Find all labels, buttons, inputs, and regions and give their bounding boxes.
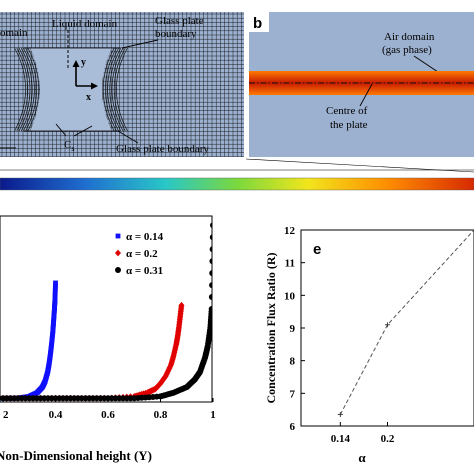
air-domain-pointer xyxy=(413,55,439,73)
cs-label: Cs xyxy=(64,139,74,153)
x-tick-label: 2 xyxy=(3,409,9,421)
glass-plate-boundary-top-pointer xyxy=(121,39,159,49)
x-tick-label: 0.6 xyxy=(101,409,115,421)
data-point xyxy=(208,294,212,301)
data-point xyxy=(337,412,343,418)
domain-label: omain xyxy=(0,27,28,39)
chart-e-xlabel: α xyxy=(358,450,366,465)
data-point xyxy=(115,233,121,239)
colorbar-strip xyxy=(0,177,474,191)
chart-d-x-ticks: 2 0.4 0.6 0.8 1 xyxy=(2,398,216,421)
x-tick-label: 0.2 xyxy=(381,433,395,445)
data-point xyxy=(178,301,185,309)
chart-e-ylabel: Concentration Flux Ratio (R) xyxy=(264,253,278,404)
panel-b-letter: b xyxy=(253,15,262,32)
x-tick-label: 0.14 xyxy=(331,433,351,445)
panel-a: omain Liquid domain Glass plate boundary … xyxy=(0,12,244,157)
glass-plate-boundary-top-label: Glass plate boundary xyxy=(155,15,204,40)
panel-b-letter-box xyxy=(249,12,269,32)
chart-e-plot-area xyxy=(337,230,474,418)
x-arrow-head xyxy=(91,82,98,90)
x-tick-label: 0.4 xyxy=(49,409,63,421)
glass-plate-boundary-bottom-label: Glass plate boundary xyxy=(116,143,209,155)
liquid-domain-region xyxy=(30,48,112,131)
y-tick-label: 6 xyxy=(290,421,296,433)
chart-e-frame xyxy=(300,229,474,427)
panel-e: e 6 7 8 9 10 11 12 0.14 0.2 Concentration Flux R… xyxy=(264,225,474,465)
data-point xyxy=(210,222,212,229)
y-tick-label: 10 xyxy=(284,290,296,302)
data-point xyxy=(115,267,121,273)
panel-b: b Air domain (gas phase) Centre of the p… xyxy=(249,12,474,157)
legend-item: α = 0.14 xyxy=(115,231,164,243)
y-tick-label: 11 xyxy=(285,258,295,270)
axis-y-label: y xyxy=(81,57,86,68)
air-domain-label: Air domain (gas phase) xyxy=(382,31,437,56)
legend-item: α = 0.2 xyxy=(115,248,158,260)
centre-pointer xyxy=(359,83,373,107)
series-diamond xyxy=(0,301,185,402)
y-tick-label: 9 xyxy=(290,323,296,335)
data-point xyxy=(209,270,212,277)
data-point xyxy=(385,322,390,328)
y-tick-label: 7 xyxy=(290,388,296,400)
y-arrow-head xyxy=(72,60,80,67)
series-circle xyxy=(0,222,212,402)
legend-item: α = 0.31 xyxy=(115,265,163,277)
glass-plate-boundary-bottom-pointer xyxy=(117,130,139,144)
data-point xyxy=(208,306,212,312)
data-point xyxy=(209,246,212,253)
chart-d-plot-area xyxy=(0,222,212,402)
panel-d: 2 0.4 0.6 0.8 1 Non-Dimensional height (Y) α… xyxy=(0,215,216,463)
series-square xyxy=(0,280,58,401)
legend-label: α = 0.2 xyxy=(126,248,158,260)
chart-d-xlabel: Non-Dimensional height (Y) xyxy=(0,448,152,463)
centre-label: Centre of the plate xyxy=(326,105,370,131)
chart-e-ticks: 6 7 8 9 10 11 12 0.14 0.2 xyxy=(284,225,395,445)
chart-d-legend: α = 0.14 α = 0.2 α = 0.31 xyxy=(115,231,164,277)
legend-label: α = 0.31 xyxy=(126,265,163,277)
x-tick-label: 0.8 xyxy=(154,409,168,421)
cs-pointer-left xyxy=(55,123,67,137)
data-point xyxy=(209,234,212,241)
liquid-domain-label: Liquid domain xyxy=(52,18,118,30)
axis-x-label: x xyxy=(86,92,91,103)
cs-pointer-right xyxy=(73,125,93,137)
legend-label: α = 0.14 xyxy=(126,231,164,243)
data-point xyxy=(53,280,58,286)
y-tick-label: 12 xyxy=(284,225,296,237)
colorbar xyxy=(0,158,474,191)
series-line xyxy=(339,230,474,415)
data-point xyxy=(209,258,212,265)
x-tick-label: 1 xyxy=(210,409,216,421)
y-tick-label: 8 xyxy=(290,356,296,368)
data-point xyxy=(115,249,121,257)
data-point xyxy=(209,282,212,289)
chart-e-letter: e xyxy=(313,241,321,258)
